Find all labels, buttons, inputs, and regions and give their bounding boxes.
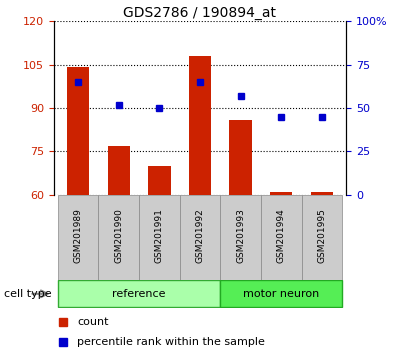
Bar (98, 195, 139, 280)
Bar (58, 195, 98, 280)
Bar (58, 280, 220, 307)
Bar (139, 195, 179, 280)
Text: GSM201993: GSM201993 (236, 208, 245, 263)
Bar (220, 195, 261, 280)
Text: motor neuron: motor neuron (243, 289, 319, 299)
Bar (311, 192, 333, 195)
Bar (107, 145, 130, 195)
Bar (302, 195, 342, 280)
Bar (220, 280, 342, 307)
Bar (148, 166, 170, 195)
Bar (261, 195, 302, 280)
Bar (270, 192, 293, 195)
Bar (67, 68, 89, 195)
Text: GSM201992: GSM201992 (195, 208, 205, 263)
Text: GSM201989: GSM201989 (74, 208, 83, 263)
Title: GDS2786 / 190894_at: GDS2786 / 190894_at (123, 6, 277, 20)
Text: GSM201995: GSM201995 (317, 208, 326, 263)
Text: GSM201991: GSM201991 (155, 208, 164, 263)
Text: count: count (77, 317, 109, 327)
Text: GSM201994: GSM201994 (277, 208, 286, 263)
Bar (230, 120, 252, 195)
Text: cell type: cell type (4, 289, 52, 299)
Bar (189, 56, 211, 195)
Text: GSM201990: GSM201990 (114, 208, 123, 263)
Bar (179, 195, 220, 280)
Text: percentile rank within the sample: percentile rank within the sample (77, 337, 265, 348)
Text: reference: reference (112, 289, 166, 299)
